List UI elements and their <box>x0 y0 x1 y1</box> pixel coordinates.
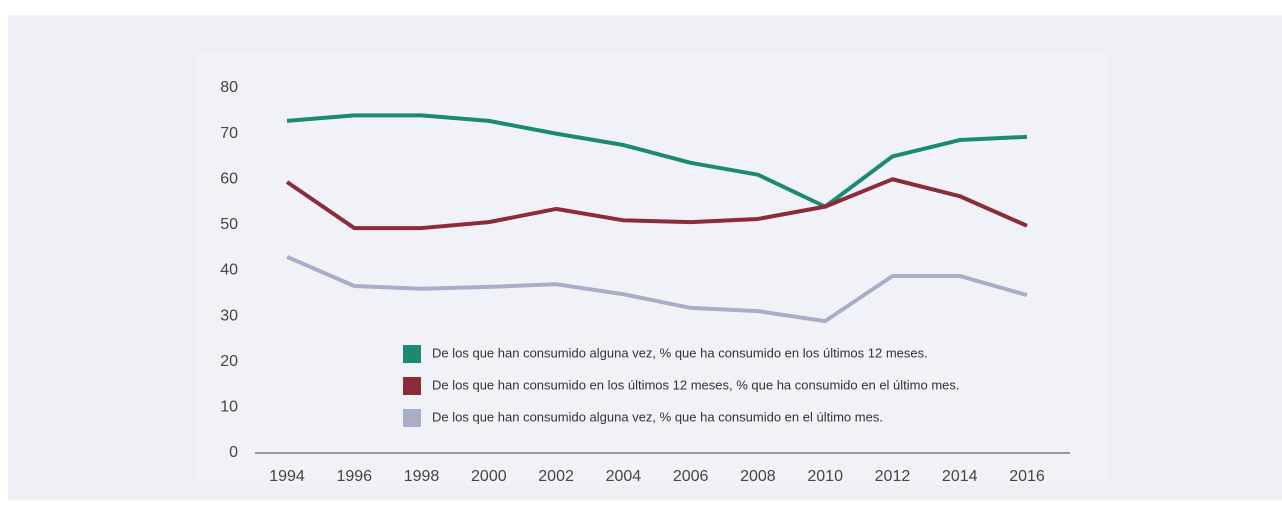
series-line <box>286 113 1028 209</box>
x-tick-label: 2000 <box>471 468 507 485</box>
x-tick-label: 2012 <box>875 468 911 485</box>
y-tick-label: 20 <box>220 353 238 370</box>
x-tick-label: 2002 <box>538 468 574 485</box>
x-tick-label: 1994 <box>269 468 305 485</box>
x-tick-label: 2008 <box>740 468 776 485</box>
y-tick-label: 70 <box>220 125 238 142</box>
y-tick-label: 80 <box>220 79 238 96</box>
y-tick-label: 10 <box>220 399 238 416</box>
y-tick-label: 0 <box>229 444 238 461</box>
series-line <box>285 177 1028 231</box>
y-tick-label: 30 <box>220 307 238 324</box>
legend-swatch <box>403 409 421 427</box>
x-tick-label: 2014 <box>942 468 978 485</box>
y-tick-label: 50 <box>220 216 238 233</box>
legend-swatch <box>403 377 421 395</box>
x-tick-label: 1996 <box>336 468 372 485</box>
legend-label: De los que han consumido en los últimos … <box>432 377 960 392</box>
x-tick-label: 2004 <box>606 468 642 485</box>
x-tick-label: 2006 <box>673 468 709 485</box>
x-tick-label: 2010 <box>807 468 843 485</box>
y-tick-label: 60 <box>220 170 238 187</box>
x-tick-label: 1998 <box>404 468 440 485</box>
legend-swatch <box>403 345 421 363</box>
series-line <box>286 254 1028 324</box>
legend-label: De los que han consumido alguna vez, % q… <box>432 345 928 360</box>
plot-panel <box>197 52 1107 485</box>
y-tick-label: 40 <box>220 262 238 279</box>
x-tick-label: 2016 <box>1009 468 1045 485</box>
legend-label: De los que han consumido alguna vez, % q… <box>432 409 883 424</box>
